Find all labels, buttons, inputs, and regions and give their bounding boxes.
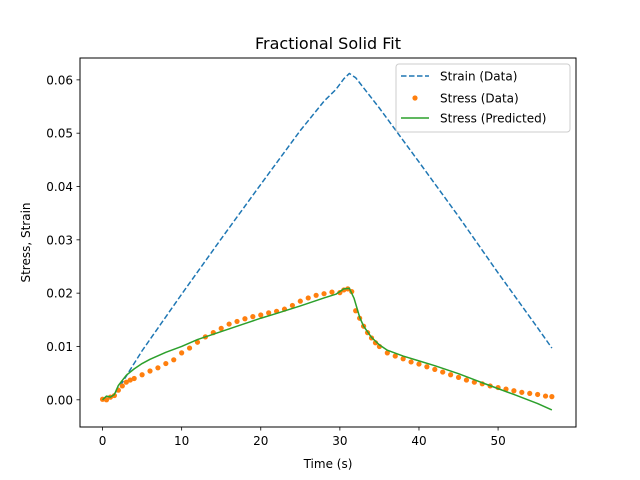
data-point [242, 316, 248, 322]
data-point [155, 365, 161, 371]
data-point [119, 383, 125, 389]
legend-label-stress-data: Stress (Data) [440, 92, 519, 106]
data-point [131, 375, 137, 382]
y-tick-label: 0.05 [46, 127, 73, 141]
y-axis-ticks: 0.00 0.01 0.02 0.03 0.04 0.05 0.06 [46, 73, 80, 407]
data-point [186, 345, 193, 351]
data-point [250, 314, 256, 320]
data-point [123, 379, 129, 385]
data-point [111, 392, 118, 399]
data-point [305, 295, 311, 301]
data-point [103, 397, 110, 403]
x-tick-label: 0 [99, 434, 107, 448]
series-line-stress-predicted [102, 287, 553, 411]
x-tick-label: 20 [253, 434, 268, 448]
data-point [329, 289, 335, 295]
x-axis-label: Time (s) [303, 457, 353, 471]
data-point [448, 372, 454, 378]
data-point [416, 361, 422, 367]
data-point [535, 391, 541, 398]
data-point [226, 321, 232, 327]
data-point [463, 377, 470, 383]
x-axis-ticks: 0 10 20 30 40 50 [99, 427, 506, 448]
data-point [527, 390, 533, 397]
legend-box [395, 63, 571, 133]
data-point [163, 360, 169, 367]
y-tick-label: 0.00 [46, 393, 73, 407]
data-point [171, 357, 177, 363]
legend-label-stress-predicted: Stress (Predicted) [440, 112, 546, 126]
y-tick-label: 0.04 [46, 180, 73, 194]
data-point [440, 369, 446, 375]
data-point [455, 374, 462, 381]
data-point [384, 350, 390, 356]
y-tick-label: 0.01 [46, 340, 73, 354]
data-point [289, 302, 296, 309]
legend-swatch-stress-data [412, 95, 418, 101]
x-tick-label: 50 [490, 434, 505, 448]
x-tick-label: 10 [174, 434, 189, 448]
x-tick-label: 30 [332, 434, 347, 448]
y-tick-label: 0.06 [46, 73, 73, 87]
data-point [127, 377, 133, 383]
chart-title: Fractional Solid Fit [255, 34, 401, 53]
data-point [549, 394, 555, 400]
data-point [400, 356, 406, 362]
data-point [519, 389, 525, 395]
data-point [424, 364, 430, 370]
data-point [542, 393, 549, 399]
y-tick-label: 0.02 [46, 287, 73, 301]
x-tick-label: 40 [411, 434, 426, 448]
data-point [266, 310, 272, 316]
data-point [321, 291, 327, 297]
series-layer [99, 72, 555, 411]
data-point [258, 312, 264, 318]
data-point [234, 318, 240, 325]
legend: Strain (Data) Stress (Data) Stress (Pred… [395, 63, 571, 133]
data-point [179, 350, 185, 356]
data-point [313, 292, 319, 298]
data-point [147, 368, 153, 374]
axes-frame [79, 57, 577, 428]
series-line-strain-data [102, 72, 553, 401]
y-tick-label: 0.03 [46, 233, 73, 247]
data-point [408, 359, 414, 365]
data-point [297, 298, 303, 304]
data-point [218, 325, 224, 331]
data-point [139, 372, 145, 378]
legend-label-strain-data: Strain (Data) [440, 70, 517, 84]
data-point [432, 366, 438, 373]
data-point [511, 388, 517, 394]
data-point [392, 353, 398, 359]
y-axis-label: Stress, Strain [19, 202, 33, 282]
